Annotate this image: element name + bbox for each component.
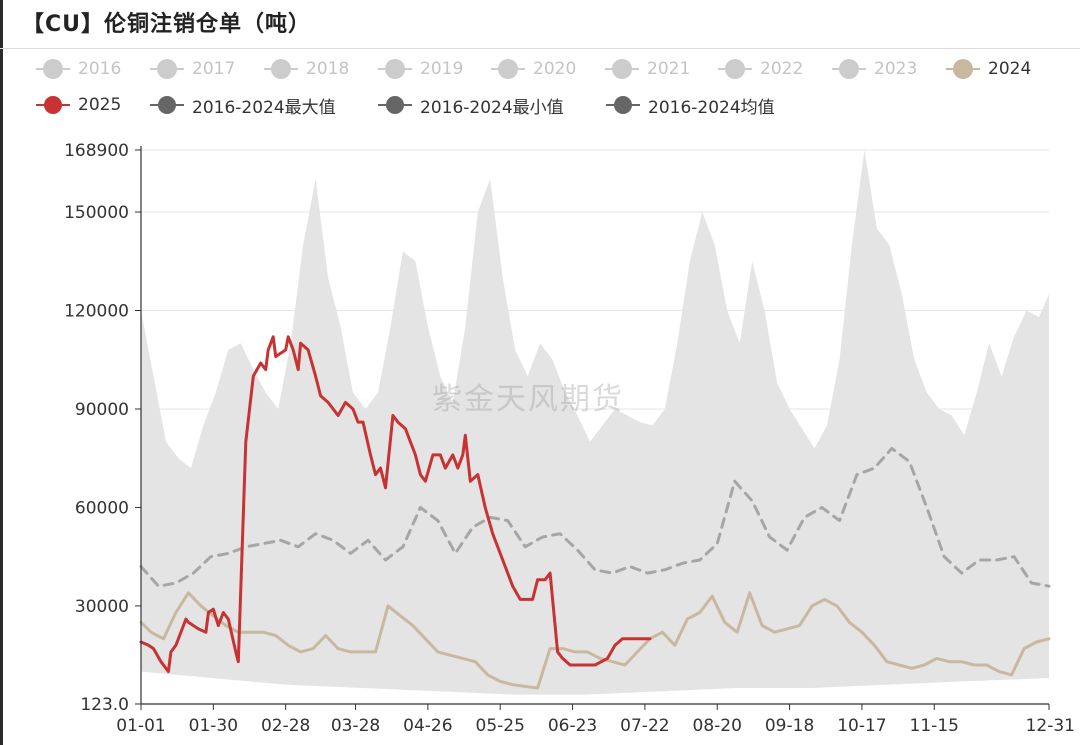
legend-symbol-icon — [36, 93, 70, 117]
legend-symbol-icon — [150, 93, 184, 117]
legend-label: 2024 — [988, 59, 1032, 79]
legend-symbol-icon — [36, 57, 70, 81]
legend-item-2025[interactable]: 2025 — [36, 93, 121, 117]
chart-title: 【CU】伦铜注销仓单（吨） — [22, 12, 312, 37]
legend-label: 2019 — [420, 59, 464, 79]
x-tick-label: 01-01 — [116, 716, 165, 736]
legend-label: 2022 — [760, 59, 804, 79]
legend-item-2016-2024-11[interactable]: 2016-2024最小值 — [378, 93, 564, 118]
legend-label: 2025 — [78, 95, 122, 115]
legend-item-2022[interactable]: 2022 — [718, 57, 803, 81]
legend-symbol-icon — [832, 57, 866, 81]
y-tick-label: 150000 — [64, 203, 129, 223]
legend-item-2018[interactable]: 2018 — [264, 57, 349, 81]
x-tick-label: 01-30 — [189, 716, 238, 736]
watermark: 紫金天风期货 — [432, 382, 624, 417]
x-tick-label: 07-22 — [620, 716, 669, 736]
legend-item-2017[interactable]: 2017 — [150, 57, 235, 81]
x-tick-label: 11-15 — [910, 716, 959, 736]
legend-symbol-icon — [606, 93, 640, 117]
legend-symbol-icon — [718, 57, 752, 81]
legend-symbol-icon — [491, 57, 525, 81]
legend-symbol-icon — [264, 57, 298, 81]
y-tick-label: 90000 — [75, 400, 129, 420]
legend-label: 2016-2024最小值 — [420, 97, 564, 118]
legend-symbol-icon — [378, 57, 412, 81]
y-tick-label: 123.0 — [80, 695, 129, 715]
x-tick-label: 06-23 — [548, 716, 597, 736]
x-tick-label: 09-18 — [765, 716, 814, 736]
legend-item-2016[interactable]: 2016 — [36, 57, 121, 81]
x-tick-label: 05-25 — [476, 716, 525, 736]
x-tick-label: 12-31 — [1026, 716, 1075, 736]
legend-label: 2016-2024最大值 — [192, 97, 336, 118]
chart-legend: 2016 2017 2018 2019 2020 2021 2022 2023 2024 2025… — [0, 0, 1080, 130]
legend-symbol-icon — [150, 57, 184, 81]
legend-label: 2020 — [533, 59, 577, 79]
legend-symbol-icon — [946, 57, 980, 81]
x-tick-label: 08-20 — [693, 716, 742, 736]
max-min-band-area — [141, 150, 1049, 695]
legend-label: 2016-2024均值 — [648, 97, 775, 118]
legend-item-2020[interactable]: 2020 — [491, 57, 576, 81]
legend-item-2016-2024[interactable]: 2016-2024最大值 — [150, 93, 336, 118]
legend-item-2024[interactable]: 2024 — [946, 57, 1031, 81]
legend-label: 2016 — [78, 59, 122, 79]
title-divider — [0, 48, 1080, 49]
legend-item-2016-2024-12[interactable]: 2016-2024均值 — [606, 93, 775, 118]
legend-item-2021[interactable]: 2021 — [605, 57, 690, 81]
legend-label: 2018 — [306, 59, 350, 79]
x-tick-label: 10-17 — [837, 716, 886, 736]
legend-label: 2017 — [192, 59, 236, 79]
x-tick-label: 04-26 — [403, 716, 452, 736]
legend-item-2023[interactable]: 2023 — [832, 57, 917, 81]
series-line-mean — [139, 446, 1051, 588]
legend-symbol-icon — [605, 57, 639, 81]
series-line-2024 — [139, 591, 1051, 690]
y-tick-label: 120000 — [64, 302, 129, 322]
legend-item-2019[interactable]: 2019 — [378, 57, 463, 81]
legend-label: 2023 — [874, 59, 918, 79]
y-tick-label: 60000 — [75, 498, 129, 518]
y-tick-label: 168900 — [64, 141, 129, 161]
x-tick-label: 03-28 — [331, 716, 380, 736]
legend-label: 2021 — [647, 59, 691, 79]
window-edge — [0, 0, 3, 745]
series-line-2025 — [139, 335, 652, 674]
x-tick-label: 02-28 — [261, 716, 310, 736]
y-tick-label: 30000 — [75, 597, 129, 617]
legend-symbol-icon — [378, 93, 412, 117]
